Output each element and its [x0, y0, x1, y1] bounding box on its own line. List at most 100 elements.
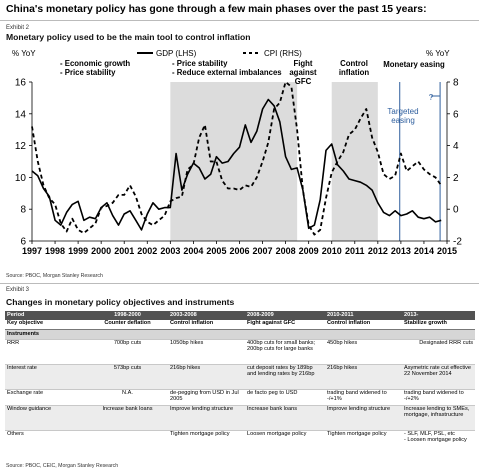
chart-title: Monetary policy used to be the main tool… [6, 32, 251, 42]
table-cell: 700bp cuts [87, 338, 168, 364]
shaded-region-0 [170, 82, 298, 241]
table-cell: Asymetric rate cut effective 22 November… [402, 363, 475, 389]
table-cell: trading band widened to -/+1% [325, 388, 402, 405]
x-tick-label: 2007 [253, 246, 273, 256]
table-cell: Control inflation [325, 320, 402, 330]
header-2010-2011: 2010-2011 [325, 311, 402, 320]
x-tick-label: 2008 [276, 246, 296, 256]
header-1998-2000: 1998-2000 [87, 311, 168, 320]
x-tick-label: 1997 [22, 246, 42, 256]
table-cell: Tighten mortgage policy [325, 429, 402, 453]
table-cell: Designated RRR cuts [402, 338, 475, 364]
y-tick-label-left: 16 [15, 78, 27, 89]
annotation-4-line: Monetary easing [383, 60, 445, 69]
table-cell: de-pegging from USD in Jul 2005 [168, 388, 245, 405]
shaded-region-1 [331, 82, 378, 241]
legend-gdp-label: GDP (LHS) [156, 49, 197, 58]
y-axis-label-left: % YoY [12, 49, 36, 58]
table-cell: 400bp cuts for small banks; 200bp cuts f… [245, 338, 325, 364]
table-cell [87, 429, 168, 453]
page-headline: China's monetary policy has gone through… [0, 0, 479, 21]
policy-table: Period 1998-2000 2003-2008 2008-2009 201… [5, 311, 475, 453]
header-2008-2009: 2008-2009 [245, 311, 325, 320]
table-cell: Increase lending to SMEs, mortgage, infr… [402, 404, 475, 430]
table-cell: Increase bank loans [245, 404, 325, 430]
table-row: Window guidance Increase bank loans Improv… [5, 404, 475, 430]
x-tick-label: 2001 [114, 246, 134, 256]
y-tick-label-right: -2 [453, 237, 462, 248]
y-tick-label-right: 6 [453, 109, 459, 120]
table-cell: Key objective [5, 320, 87, 330]
annotation-3-line: Control [340, 59, 368, 68]
table-cell: cut deposit rates by 189bp and lending r… [245, 363, 325, 389]
chart-source: Source: PBOC, Morgan Stanley Research [6, 273, 103, 279]
annotation-2-line: GFC [295, 77, 312, 86]
table-cell: Fight against GFC [245, 320, 325, 330]
y-tick-label-left: 6 [20, 237, 26, 248]
annotation-0-line: - Price stability [60, 68, 116, 77]
table-row: Others Tighten mortgage policy Loosen mort… [5, 429, 475, 453]
y-axis-label-right: % YoY [426, 49, 450, 58]
exhibit2-label: Exhibit 2 [6, 25, 30, 31]
table-cell: 573bp cuts [87, 363, 168, 389]
y-tick-label-left: 10 [15, 173, 27, 184]
table-cell: Interest rate [5, 363, 87, 389]
y-tick-label-right: 2 [453, 173, 459, 184]
table-cell: RRR [5, 338, 87, 364]
table-cell: Window guidance [5, 404, 87, 430]
table-row: Interest rate 573bp cuts 216bp hikes cut de… [5, 363, 475, 389]
table-cell: Counter deflation [87, 320, 168, 330]
y-tick-label-right: 4 [453, 141, 459, 152]
annotation-1-line: - Reduce external imbalances [172, 68, 282, 77]
y-tick-label-left: 8 [20, 205, 26, 216]
table-cell: Improve lending structure [325, 404, 402, 430]
x-tick-label: 2010 [322, 246, 342, 256]
y-tick-label-right: 0 [453, 205, 459, 216]
header-period: Period [5, 311, 87, 320]
x-tick-label: 1998 [45, 246, 65, 256]
annotation-5-line: easing [391, 116, 415, 125]
table-header-row: Period 1998-2000 2003-2008 2008-2009 201… [5, 311, 475, 320]
x-tick-label: 2014 [414, 246, 434, 256]
table-cell: Others [5, 429, 87, 453]
exhibit3-label: Exhibit 3 [6, 287, 30, 293]
legend-cpi-label: CPI (RHS) [264, 49, 302, 58]
y-tick-label-right: 8 [453, 78, 459, 89]
table-cell: Increase bank loans [87, 404, 168, 430]
header-2003-2008: 2003-2008 [168, 311, 245, 320]
x-tick-label: 2015 [437, 246, 457, 256]
key-objective-row: Key objective Counter deflation Control in… [5, 320, 475, 330]
x-tick-label: 2012 [368, 246, 388, 256]
annotation-2-line: Fight [293, 59, 312, 68]
gdp-cpi-line-chart: 6 8 10 12 14 16 -2 0 2 4 6 8 1997 1998 1999 2000 2001 200… [12, 49, 462, 256]
exhibit-divider [0, 283, 479, 284]
x-tick-label: 2004 [183, 246, 203, 256]
table-cell: 216bp hikes [325, 363, 402, 389]
x-tick-label: 1999 [68, 246, 88, 256]
table-cell: Loosen mortgage policy [245, 429, 325, 453]
x-tick-label: 2013 [391, 246, 411, 256]
header-2013: 2013- [402, 311, 475, 320]
x-tick-label: 2009 [299, 246, 319, 256]
x-tick-label: 2006 [229, 246, 249, 256]
table-cell: 216bp hikes [168, 363, 245, 389]
table-source: Source: PBOC, CEIC, Morgan Stanley Resea… [6, 463, 119, 469]
annotation-5-line: Targeted [387, 107, 418, 116]
section-label: Instruments [5, 329, 475, 339]
table-cell: Tighten mortgage policy [168, 429, 245, 453]
x-tick-label: 2000 [91, 246, 111, 256]
y-tick-label-left: 12 [15, 141, 27, 152]
table-cell: Control inflation [168, 320, 245, 330]
table-title: Changes in monetary policy objectives an… [6, 297, 235, 307]
table-cell: Improve lending structure [168, 404, 245, 430]
annotation-6-line: ? [429, 93, 434, 102]
annotation-3-line: inflation [339, 68, 370, 77]
table-cell: de facto peg to USD [245, 388, 325, 405]
table-row: RRR 700bp cuts 1050bp hikes 400bp cuts for … [5, 338, 475, 364]
annotation-2-line: against [289, 68, 317, 77]
y-tick-label-left: 14 [15, 109, 27, 120]
cpi-series-line [31, 81, 442, 236]
table-cell: - SLF, MLF, PSL, etc - Loosen mortgage p… [402, 429, 475, 453]
table-cell: trading band widened to -/+2% [402, 388, 475, 405]
table-cell: Stabilize growth [402, 320, 475, 330]
